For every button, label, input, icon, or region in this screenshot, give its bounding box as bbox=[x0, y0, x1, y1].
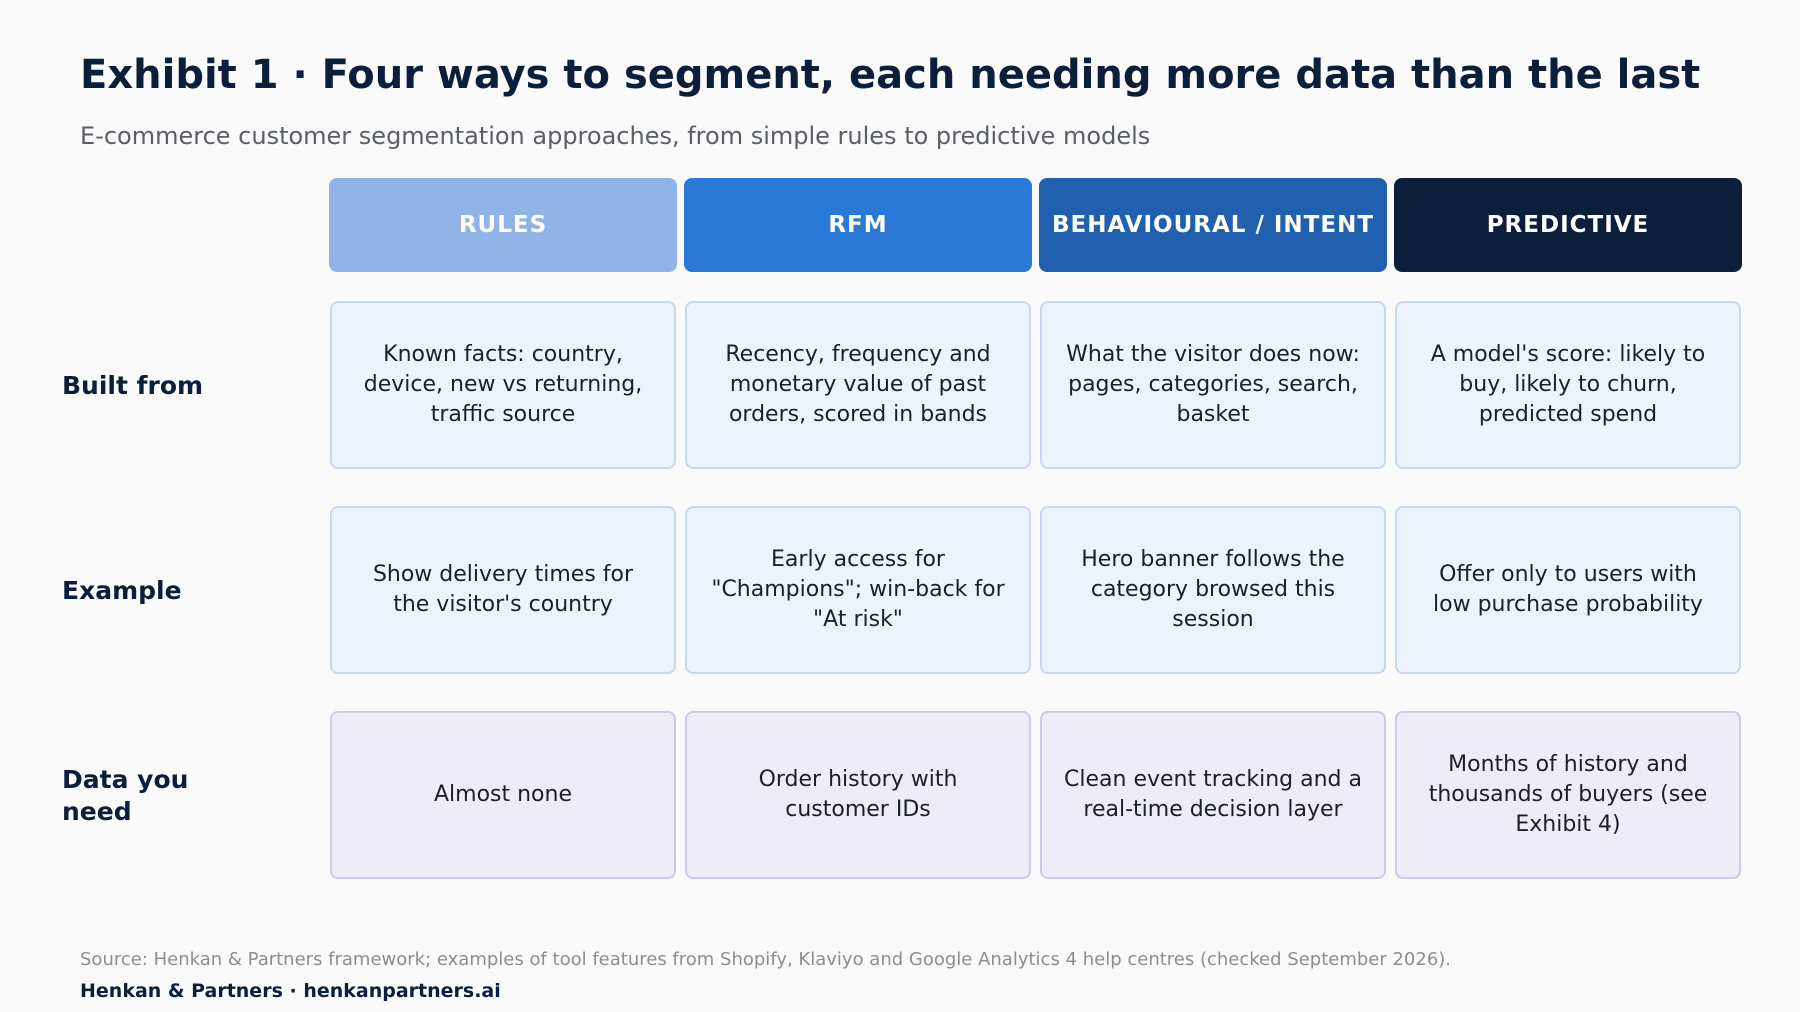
brand-footer: Henkan & Partners · henkanpartners.ai bbox=[80, 980, 501, 1002]
cell-built-from-rules: Known facts: country, device, new vs ret… bbox=[330, 301, 676, 469]
cell-built-from-predictive: A model's score: likely to buy, likely t… bbox=[1395, 301, 1741, 469]
cell-built-from-rfm: Recency, frequency and monetary value of… bbox=[685, 301, 1031, 469]
column-header-rules: RULES bbox=[329, 178, 677, 272]
cell-example-rfm: Early access for "Champions"; win-back f… bbox=[685, 506, 1031, 674]
row-label-data-you-need: Data you need bbox=[62, 765, 189, 826]
cell-example-rules: Show delivery times for the visitor's co… bbox=[330, 506, 676, 674]
row-label-built-from: Built from bbox=[62, 371, 204, 400]
column-header-predictive: PREDICTIVE bbox=[1394, 178, 1742, 272]
cell-data-rfm: Order history with customer IDs bbox=[685, 711, 1031, 879]
cell-example-behavioural: Hero banner follows the category browsed… bbox=[1040, 506, 1386, 674]
column-header-behavioural: BEHAVIOURAL / INTENT bbox=[1039, 178, 1387, 272]
cell-example-predictive: Offer only to users with low purchase pr… bbox=[1395, 506, 1741, 674]
cell-data-rules: Almost none bbox=[330, 711, 676, 879]
page-title: Exhibit 1 · Four ways to segment, each n… bbox=[80, 52, 1701, 98]
cell-data-behavioural: Clean event tracking and a real-time dec… bbox=[1040, 711, 1386, 879]
cell-data-predictive: Months of history and thousands of buyer… bbox=[1395, 711, 1741, 879]
cell-built-from-behavioural: What the visitor does now: pages, catego… bbox=[1040, 301, 1386, 469]
source-note: Source: Henkan & Partners framework; exa… bbox=[80, 949, 1452, 970]
row-label-example: Example bbox=[62, 576, 182, 605]
column-header-rfm: RFM bbox=[684, 178, 1032, 272]
page-subtitle: E-commerce customer segmentation approac… bbox=[80, 122, 1151, 150]
